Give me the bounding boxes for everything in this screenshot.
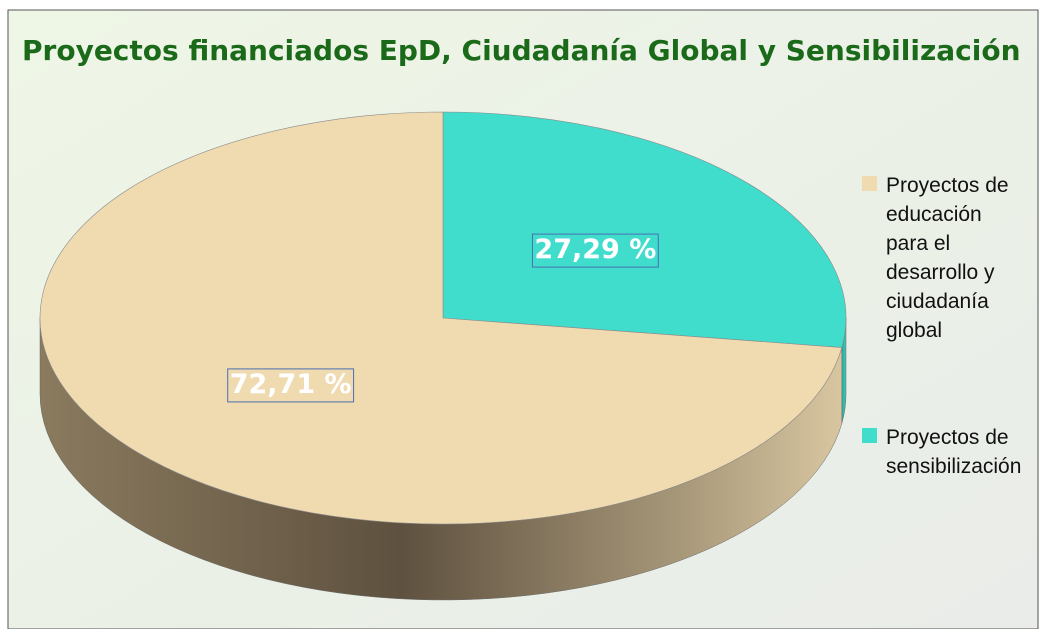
- legend-swatch: [862, 428, 877, 443]
- legend-label: Proyectos de educación para el desarroll…: [886, 174, 1014, 342]
- value-label-box: [531, 233, 659, 268]
- chart-title: Proyectos financiados EpD, Ciudadanía Gl…: [22, 34, 1021, 67]
- value-label: 27,29 %: [534, 234, 656, 265]
- legend-label: Proyectos de sensibilización: [886, 426, 1021, 478]
- legend-swatch: [862, 176, 877, 191]
- slice: [442, 111, 847, 348]
- slice: [39, 111, 843, 525]
- value-label-box: [227, 368, 355, 403]
- value-label: 72,71 %: [230, 369, 352, 400]
